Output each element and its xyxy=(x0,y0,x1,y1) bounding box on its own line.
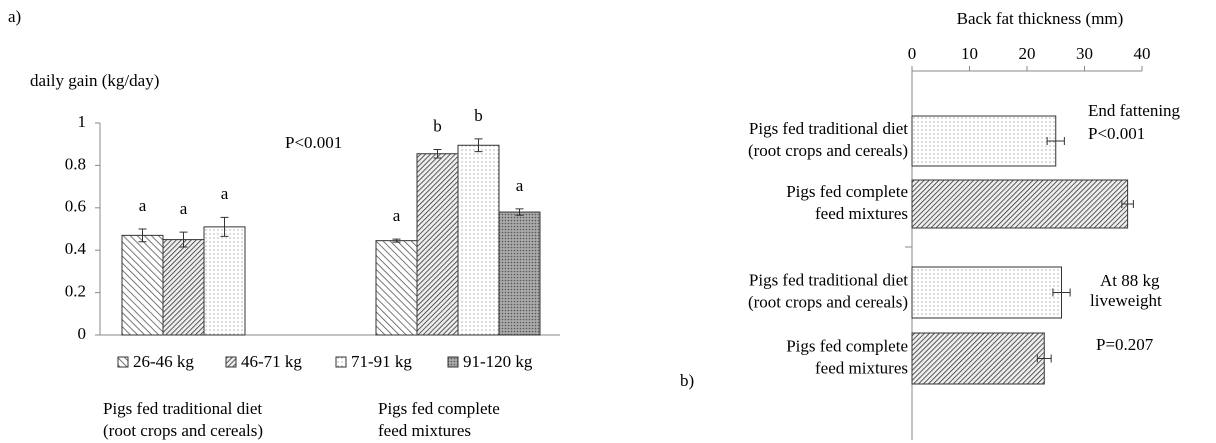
y-tick-label: 0 xyxy=(78,324,87,343)
bar xyxy=(203,226,246,336)
annotation: P<0.001 xyxy=(1088,124,1145,143)
category-label: (root crops and cereals) xyxy=(748,141,908,160)
error-bar xyxy=(1052,288,1071,297)
annotation: P=0.207 xyxy=(1096,335,1154,354)
legend-swatch xyxy=(447,356,459,368)
group-label: feed mixtures xyxy=(378,421,471,440)
y-tick-label: 1 xyxy=(78,112,87,131)
x-tick-label: 30 xyxy=(1076,44,1093,63)
significance-letter: a xyxy=(221,184,229,203)
legend-label: 46-71 kg xyxy=(241,352,302,371)
x-tick-label: 10 xyxy=(961,44,978,63)
category-label: Pigs fed complete xyxy=(786,182,908,201)
y-tick-label: 0.4 xyxy=(65,239,87,258)
bar xyxy=(457,144,500,336)
category-label: feed mixtures xyxy=(815,358,908,377)
y-axis-label: daily gain (kg/day) xyxy=(30,71,159,90)
legend-label: 71-91 kg xyxy=(351,352,412,371)
category-label: feed mixtures xyxy=(815,204,908,223)
bar xyxy=(911,115,1057,167)
category-label: Pigs fed traditional diet xyxy=(749,119,908,138)
significance-letter: a xyxy=(139,196,147,215)
category-label: Pigs fed traditional diet xyxy=(749,270,908,289)
bar xyxy=(162,239,205,336)
significance-letter: b xyxy=(474,106,483,125)
y-tick-label: 0.6 xyxy=(65,197,86,216)
annotation: At 88 kg xyxy=(1100,271,1160,290)
group-label: Pigs fed traditional diet xyxy=(103,399,262,418)
error-bar xyxy=(1046,137,1065,145)
bar xyxy=(375,240,418,336)
category-label: Pigs fed complete xyxy=(786,336,908,355)
bar xyxy=(911,266,1062,319)
legend-swatch xyxy=(117,356,129,368)
bar xyxy=(416,153,459,336)
legend-swatch xyxy=(225,356,237,368)
error-bar xyxy=(474,138,483,153)
panel-label: b) xyxy=(680,371,694,390)
error-bar xyxy=(220,216,229,237)
bar xyxy=(911,179,1129,229)
category-label: (root crops and cereals) xyxy=(748,292,908,311)
y-tick-label: 0.2 xyxy=(65,282,86,301)
x-tick-label: 20 xyxy=(1019,44,1036,63)
legend-swatch xyxy=(335,356,347,368)
error-bar xyxy=(392,238,401,243)
significance-letter: a xyxy=(516,176,524,195)
panel-label: a) xyxy=(8,7,21,26)
bar xyxy=(121,234,164,336)
x-tick-label: 0 xyxy=(908,44,917,63)
x-axis-label: Back fat thickness (mm) xyxy=(957,9,1124,28)
bar xyxy=(911,332,1045,385)
significance-letter: a xyxy=(393,206,401,225)
annotation: P<0.001 xyxy=(285,133,342,152)
legend-label: 91-120 kg xyxy=(463,352,533,371)
error-bar xyxy=(179,231,188,248)
error-bar xyxy=(138,228,147,243)
significance-letter: b xyxy=(433,116,442,135)
significance-letter: a xyxy=(180,199,188,218)
group-label: (root crops and cereals) xyxy=(103,421,263,440)
error-bar xyxy=(515,208,524,216)
y-tick-label: 0.8 xyxy=(65,154,86,173)
bar xyxy=(498,211,541,336)
error-bar xyxy=(1036,354,1052,363)
group-label: Pigs fed complete xyxy=(378,399,500,418)
annotation: liveweight xyxy=(1090,291,1162,310)
annotation: End fattening xyxy=(1088,101,1181,120)
error-bar xyxy=(433,149,442,159)
error-bar xyxy=(1121,200,1134,208)
legend-label: 26-46 kg xyxy=(133,352,194,371)
x-tick-label: 40 xyxy=(1134,44,1151,63)
